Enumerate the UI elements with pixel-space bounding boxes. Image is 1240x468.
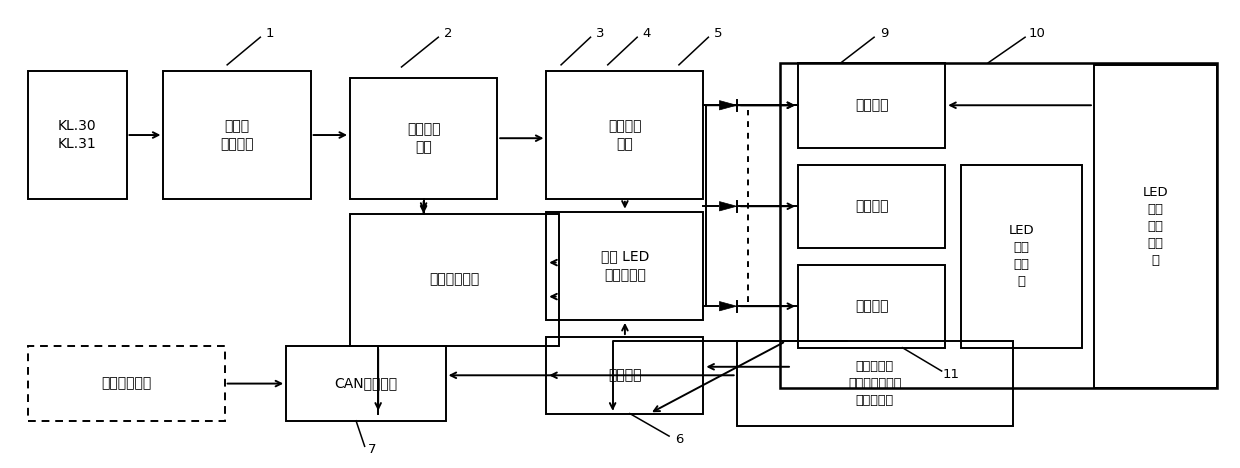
Text: 图像采集模块: 图像采集模块	[102, 377, 151, 391]
Text: 6: 6	[675, 432, 683, 446]
Bar	[29, 346, 224, 421]
Text: 恒压输出模块: 恒压输出模块	[429, 272, 480, 286]
Text: 7: 7	[368, 443, 376, 456]
Bar	[350, 78, 497, 199]
Bar	[780, 63, 1216, 388]
Text: LED
温度
传感
器: LED 温度 传感 器	[1008, 224, 1034, 288]
Text: 5: 5	[714, 27, 723, 40]
Text: 9: 9	[879, 27, 888, 40]
Bar	[29, 71, 126, 199]
Text: 10: 10	[1029, 27, 1045, 40]
Text: LED
光通
量检
测模
块: LED 光通 量检 测模 块	[1142, 186, 1168, 267]
Text: 防反接
保护模块: 防反接 保护模块	[221, 119, 254, 151]
Text: 升压控制
模块: 升压控制 模块	[407, 122, 440, 154]
Text: CAN通讯模块: CAN通讯模块	[335, 377, 398, 391]
Bar	[547, 71, 703, 199]
Text: 近光模组: 近光模组	[854, 98, 888, 112]
Bar	[799, 265, 945, 348]
Text: 高度传感器
偏转角度传感器
转向传感器: 高度传感器 偏转角度传感器 转向传感器	[848, 360, 901, 407]
Text: 2: 2	[444, 27, 453, 40]
Text: KL.30
KL.31: KL.30 KL.31	[58, 119, 97, 151]
Text: 微控制器: 微控制器	[608, 368, 641, 382]
Bar	[547, 212, 703, 320]
Bar	[799, 165, 945, 248]
Text: 11: 11	[942, 368, 960, 381]
Text: 3: 3	[596, 27, 605, 40]
Text: 远光模组: 远光模组	[854, 199, 888, 213]
Text: 恒流控制
模块: 恒流控制 模块	[608, 119, 641, 151]
Polygon shape	[719, 202, 737, 211]
Polygon shape	[719, 101, 737, 110]
Text: 4: 4	[642, 27, 651, 40]
Bar	[286, 346, 445, 421]
Bar	[164, 71, 311, 199]
Text: 角灯模组: 角灯模组	[854, 299, 888, 313]
Bar	[961, 165, 1081, 348]
Bar	[350, 214, 558, 345]
Bar	[799, 63, 945, 148]
Bar	[737, 341, 1013, 426]
Text: 1: 1	[265, 27, 274, 40]
Polygon shape	[719, 301, 737, 311]
Text: 矩阵 LED
控制管理器: 矩阵 LED 控制管理器	[600, 249, 649, 282]
Bar	[547, 337, 703, 414]
Bar	[1094, 65, 1216, 388]
